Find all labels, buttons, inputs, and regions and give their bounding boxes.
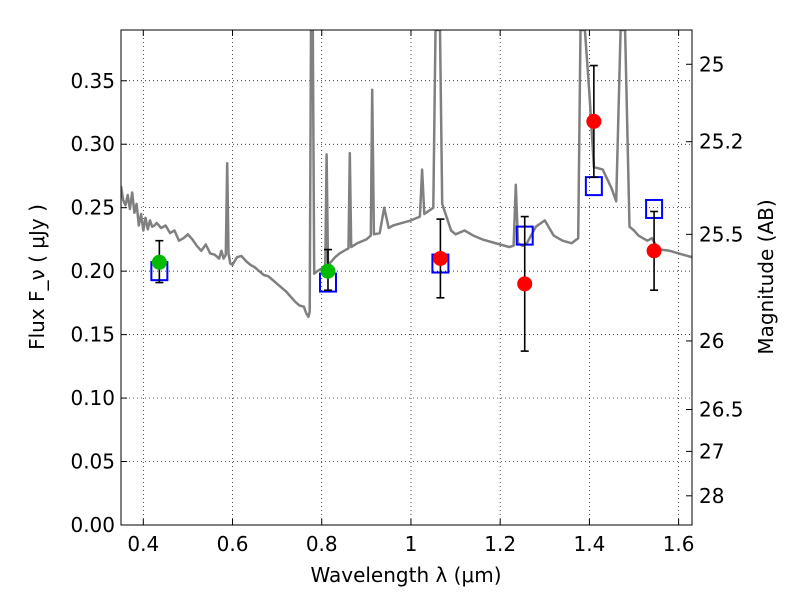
x-tick-label: 1.6 (663, 532, 695, 556)
y2-tick-label: 25 (699, 52, 724, 76)
grid (121, 30, 692, 526)
y-tick-label: 0.00 (70, 513, 115, 537)
x-tick-label: 0.4 (127, 532, 159, 556)
y2-axis-title: Magnitude (AB) (754, 199, 778, 354)
y2-tick-label: 27 (699, 439, 724, 463)
x-tick-label: 1 (405, 532, 418, 556)
x-tick-label: 0.8 (306, 532, 338, 556)
data-point (432, 250, 448, 266)
data-point (320, 263, 336, 279)
y-tick-label: 0.30 (70, 132, 115, 156)
x-tick-label: 0.6 (217, 532, 249, 556)
y2-tick-label: 28 (699, 484, 724, 508)
plot-frame (120, 29, 693, 526)
y2-tick-label: 25.5 (699, 222, 744, 246)
y-axis-title: Flux F_ν ( μJy ) (25, 204, 49, 350)
y2-tick-label: 26.5 (699, 398, 744, 422)
y-tick-label: 0.35 (70, 69, 115, 93)
y-tick-label: 0.10 (70, 386, 115, 410)
data-point (517, 276, 533, 292)
photometry-points (150, 64, 664, 352)
data-point (151, 254, 167, 270)
plot-area (121, 30, 692, 525)
data-point (646, 243, 662, 259)
x-tick-label: 1.2 (484, 532, 516, 556)
y-tick-label: 0.05 (70, 450, 115, 474)
axis-ticks: 0.4 0.6 0.8 1 1.2 1.4 1.6 0.00 0.05 0.10 0.15 0.20 0… (70, 30, 744, 556)
y2-tick-label: 25.2 (699, 130, 744, 154)
y-tick-label: 0.15 (70, 323, 115, 347)
x-axis-title: Wavelength λ (μm) (310, 563, 501, 587)
x-tick-label: 1.4 (573, 532, 605, 556)
y-tick-label: 0.20 (70, 259, 115, 283)
y-tick-label: 0.25 (70, 196, 115, 220)
data-point (586, 113, 602, 129)
y2-tick-label: 26 (699, 329, 724, 353)
